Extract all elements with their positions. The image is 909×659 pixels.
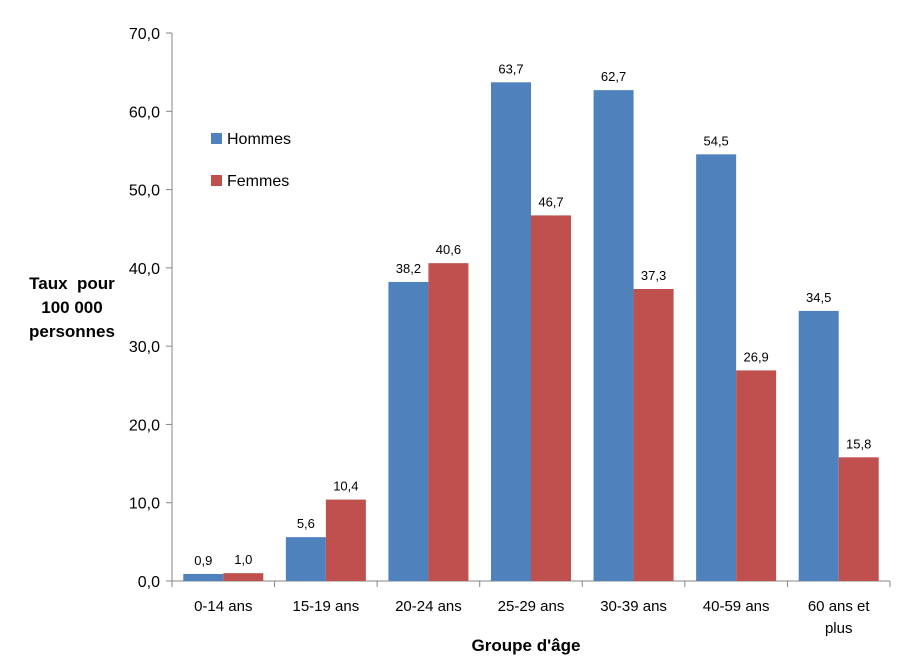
legend-label-hommes: Hommes bbox=[227, 131, 291, 148]
legend-label-femmes: Femmes bbox=[227, 173, 289, 190]
data-label: 63,7 bbox=[498, 61, 523, 76]
axes: 0,0 10,0 20,0 30,0 40,0 50,0 60,0 70,0 0-14 ans 1… bbox=[129, 26, 891, 637]
x-tick-label: 60 ans et bbox=[808, 598, 871, 615]
y-tick-label: 50,0 bbox=[129, 183, 160, 200]
legend-swatch-hommes bbox=[211, 133, 222, 144]
y-axis-title: 100 000 bbox=[41, 298, 102, 317]
data-label: 40,6 bbox=[436, 242, 461, 257]
bar-femmes bbox=[223, 573, 264, 581]
y-tick-label: 70,0 bbox=[129, 26, 160, 43]
x-tick-label: 25-29 ans bbox=[498, 598, 565, 615]
bar-femmes bbox=[633, 288, 674, 581]
bar-hommes bbox=[183, 573, 224, 581]
data-label: 46,7 bbox=[538, 194, 563, 209]
bar-hommes bbox=[285, 537, 326, 581]
data-label: 62,7 bbox=[601, 69, 626, 84]
data-labels: 0,9 5,6 38,2 63,7 62,7 54,5 34,5 1,0 10,4 40,6 46,… bbox=[194, 61, 871, 568]
y-axis-title: personnes bbox=[29, 322, 115, 341]
data-label: 5,6 bbox=[297, 516, 315, 531]
bar-femmes bbox=[736, 370, 777, 581]
legend-swatch-femmes bbox=[211, 175, 222, 186]
axis-titles: Taux pour 100 000 personnes Groupe d'âge bbox=[29, 274, 580, 655]
data-label: 34,5 bbox=[806, 290, 831, 305]
y-tick-label: 0,0 bbox=[138, 574, 160, 591]
x-axis-title: Groupe d'âge bbox=[472, 636, 581, 655]
x-tick-label: plus bbox=[825, 620, 853, 637]
data-label: 38,2 bbox=[396, 261, 421, 276]
y-tick-label: 20,0 bbox=[129, 417, 160, 434]
bar-hommes bbox=[388, 281, 429, 581]
y-axis-title: Taux pour bbox=[29, 274, 115, 293]
x-tick-label: 15-19 ans bbox=[292, 598, 359, 615]
y-tick-label: 10,0 bbox=[129, 496, 160, 513]
x-tick-label: 0-14 ans bbox=[194, 598, 252, 615]
x-tick-label: 30-39 ans bbox=[600, 598, 667, 615]
data-label: 1,0 bbox=[234, 552, 252, 567]
bars bbox=[183, 82, 879, 582]
y-tick-label: 40,0 bbox=[129, 261, 160, 278]
legend: Hommes Femmes bbox=[211, 131, 291, 190]
data-label: 54,5 bbox=[703, 133, 728, 148]
bar-femmes bbox=[838, 457, 879, 581]
data-label: 0,9 bbox=[194, 553, 212, 568]
data-label: 15,8 bbox=[846, 436, 871, 451]
data-label: 26,9 bbox=[743, 349, 768, 364]
bar-hommes bbox=[798, 310, 839, 581]
bar-hommes bbox=[696, 154, 737, 582]
bar-femmes bbox=[325, 499, 366, 581]
bar-hommes bbox=[593, 90, 634, 582]
data-label: 37,3 bbox=[641, 268, 666, 283]
bar-femmes bbox=[428, 263, 469, 581]
data-label: 10,4 bbox=[333, 479, 358, 494]
x-tick-label: 20-24 ans bbox=[395, 598, 462, 615]
y-tick-label: 60,0 bbox=[129, 104, 160, 121]
bar-hommes bbox=[491, 82, 531, 581]
x-tick-label: 40-59 ans bbox=[703, 598, 770, 615]
y-tick-label: 30,0 bbox=[129, 339, 160, 356]
bar-femmes bbox=[531, 215, 571, 582]
